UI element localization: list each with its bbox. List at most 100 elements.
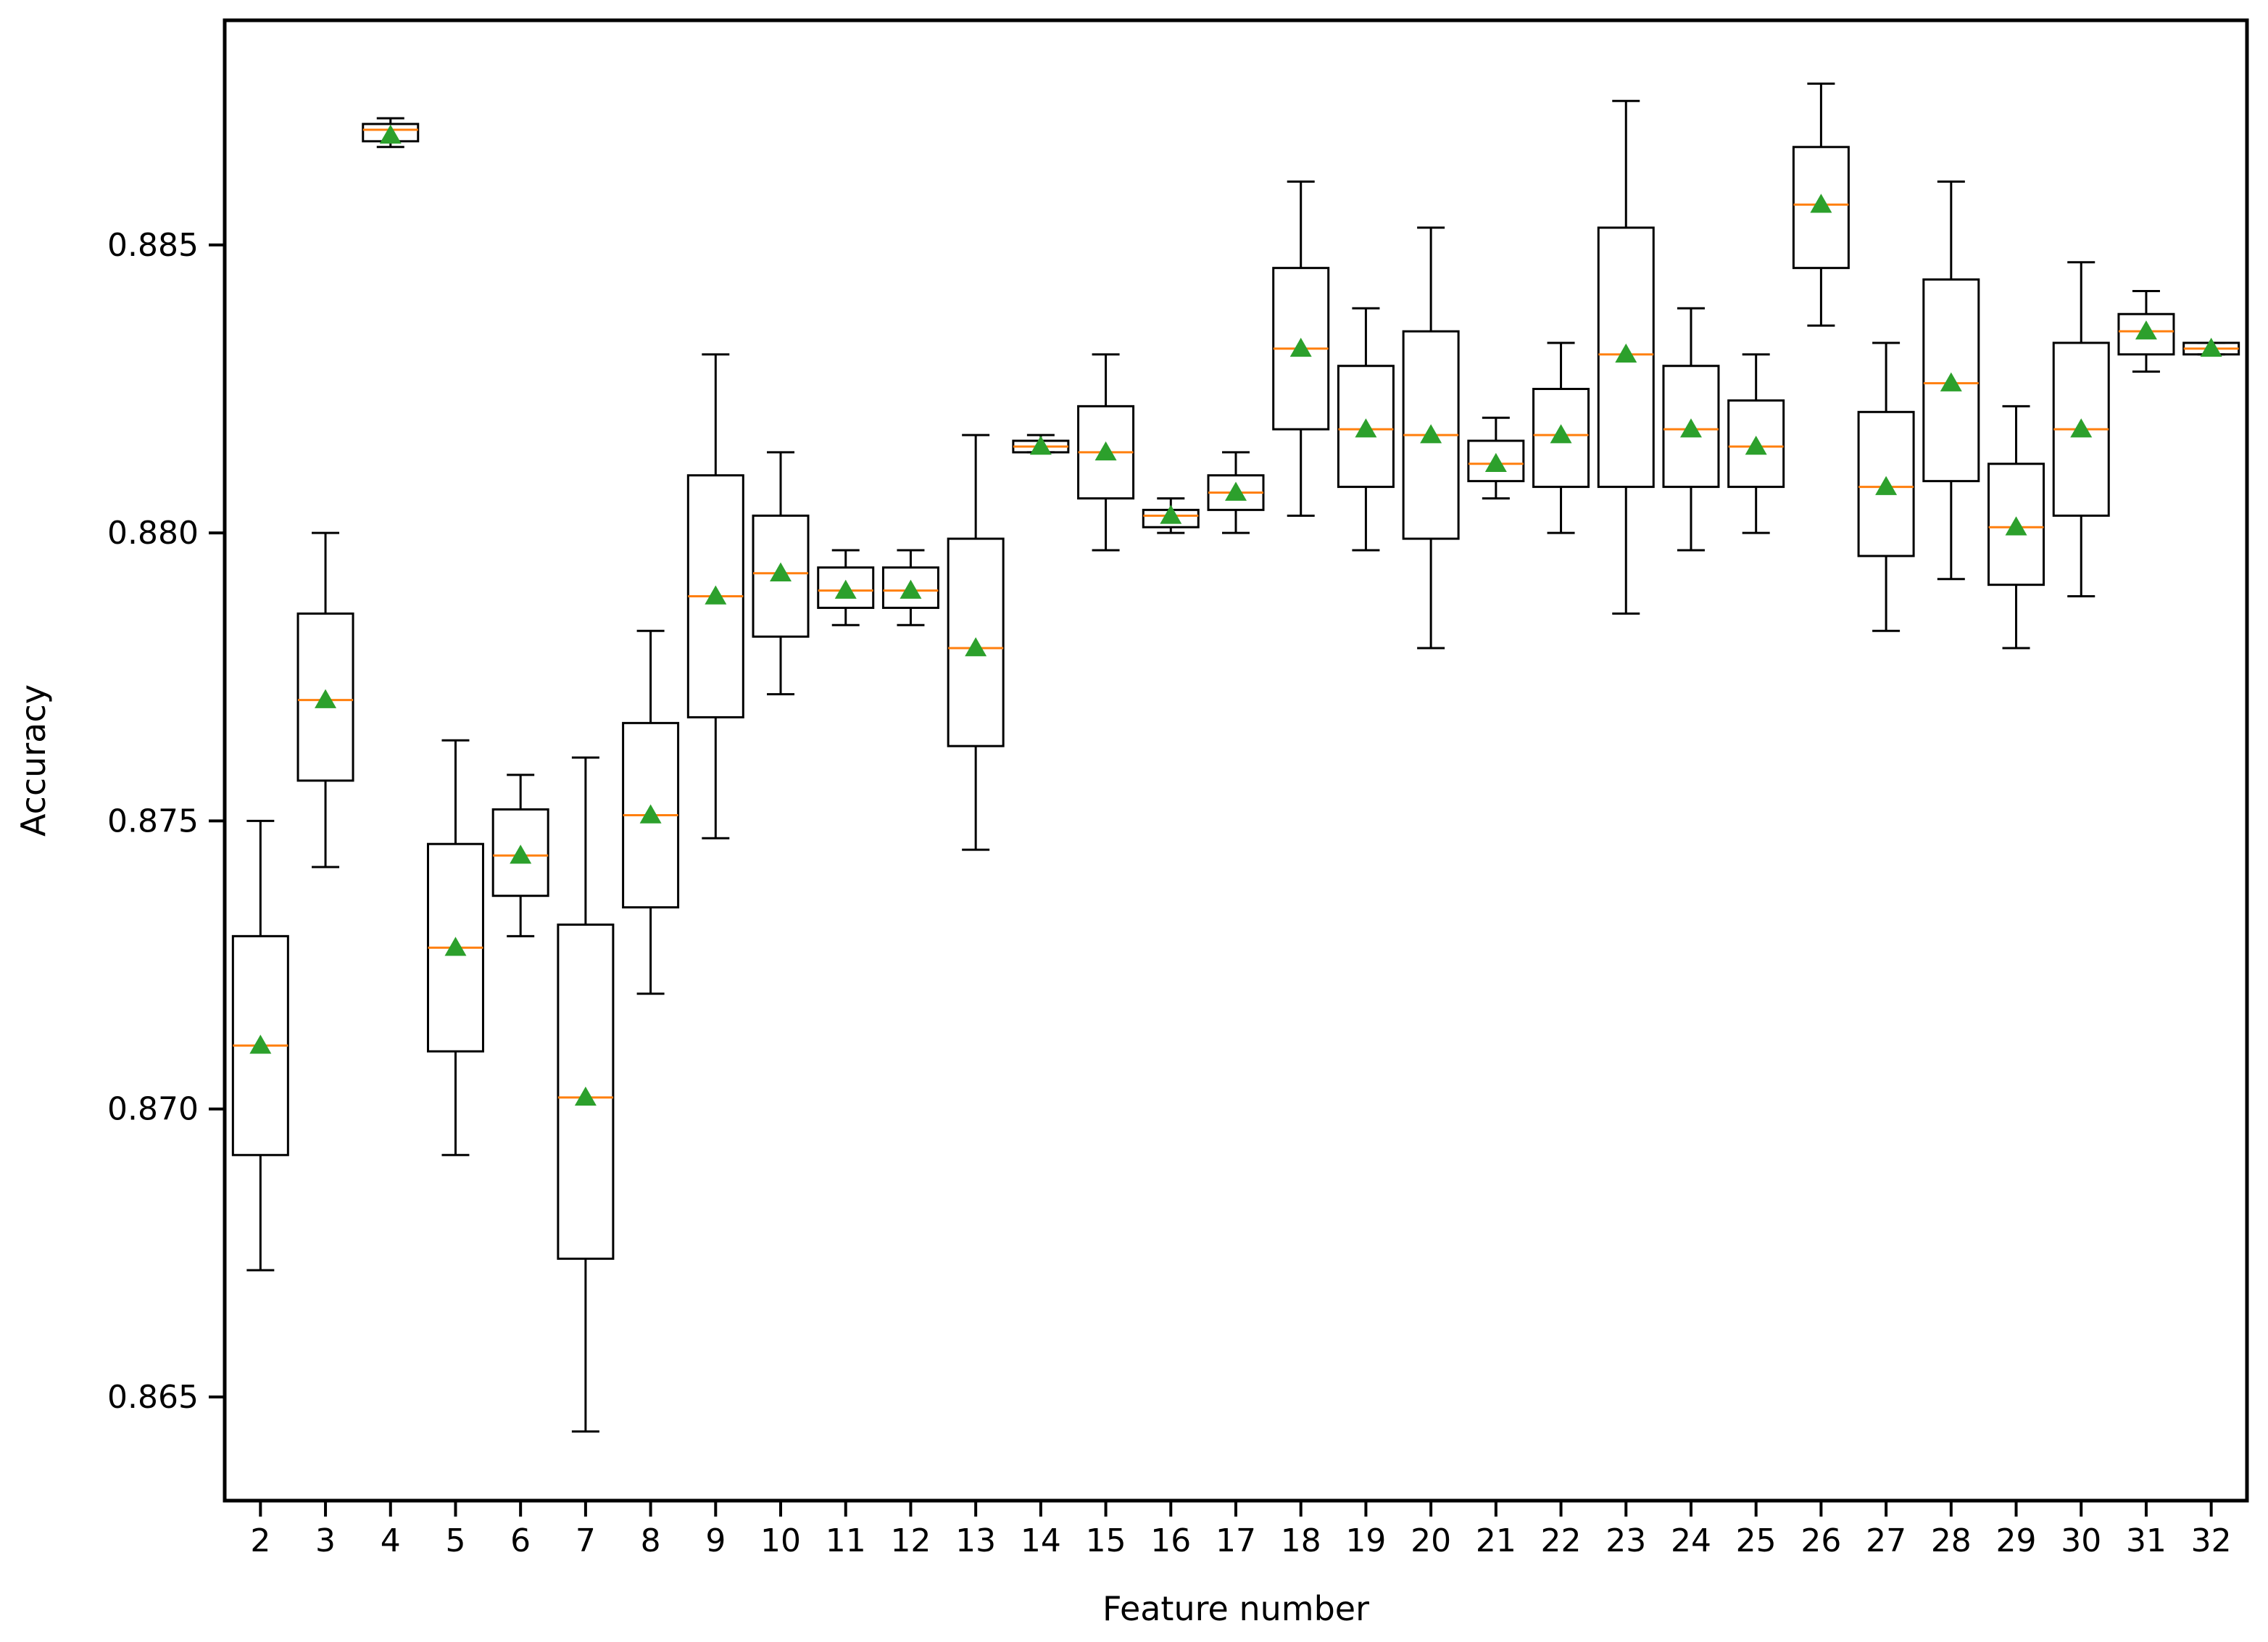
x-tick-label: 5 (445, 1522, 465, 1559)
y-axis-label: Accuracy (14, 684, 53, 837)
iqr-box (1662, 365, 1720, 489)
mean-marker (639, 804, 662, 824)
x-axis-ticks: 2 3 4 5 6 7 8 9 10 11 12 13 14 15 16 17 18 19 20 21 22 23 24 25… (250, 1501, 2232, 1559)
box-feature-6 (491, 774, 549, 937)
mean-marker (834, 579, 857, 599)
box-feature-26 (1792, 82, 1850, 327)
mean-marker (1940, 372, 1962, 391)
mean-marker (249, 1034, 272, 1054)
iqr-box (1337, 365, 1395, 489)
box-feature-32 (2182, 337, 2240, 357)
box-feature-2 (231, 819, 289, 1272)
mean-marker (1420, 424, 1442, 444)
x-tick-label: 30 (2061, 1522, 2101, 1559)
mean-marker (1355, 418, 1377, 438)
x-tick-label: 23 (1606, 1522, 1646, 1559)
mean-marker (1160, 505, 1182, 524)
x-tick-label: 28 (1931, 1522, 1972, 1559)
mean-marker (770, 562, 792, 582)
iqr-box (1792, 146, 1850, 270)
mean-marker (315, 689, 337, 708)
x-tick-label: 2 (250, 1522, 270, 1559)
iqr-box (1727, 399, 1785, 489)
x-tick-label: 11 (826, 1522, 866, 1559)
iqr-box (1857, 410, 1915, 557)
box-feature-30 (2052, 261, 2110, 598)
box-feature-8 (622, 629, 680, 995)
box-feature-11 (817, 549, 875, 626)
box-feature-10 (752, 451, 810, 696)
box-feature-7 (557, 756, 615, 1433)
y-tick-label: 0.885 (107, 227, 199, 264)
box-feature-29 (1987, 405, 2045, 650)
box-feature-3 (296, 531, 354, 868)
x-tick-label: 9 (705, 1522, 726, 1559)
mean-marker (379, 124, 402, 144)
x-tick-label: 20 (1411, 1522, 1451, 1559)
x-tick-label: 27 (1866, 1522, 1906, 1559)
mean-marker (705, 585, 727, 605)
iqr-box (752, 514, 810, 638)
x-tick-label: 22 (1541, 1522, 1582, 1559)
mean-marker (510, 845, 532, 864)
x-tick-label: 12 (890, 1522, 931, 1559)
x-tick-label: 7 (576, 1522, 596, 1559)
x-tick-label: 3 (315, 1522, 336, 1559)
mean-marker (2200, 337, 2222, 357)
mean-marker (444, 937, 467, 956)
box-feature-15 (1077, 353, 1135, 552)
x-tick-label: 21 (1476, 1522, 1516, 1559)
iqr-box (1987, 463, 2045, 586)
iqr-box (881, 566, 939, 609)
iqr-box (817, 566, 875, 609)
y-tick-label: 0.880 (107, 515, 199, 552)
plot-area-frame (223, 18, 2249, 1503)
mean-marker (1875, 476, 1898, 495)
iqr-box (557, 923, 615, 1260)
box-feature-4 (362, 117, 420, 149)
mean-marker (1094, 441, 1117, 461)
box-feature-16 (1142, 497, 1200, 534)
x-tick-label: 18 (1281, 1522, 1321, 1559)
mean-marker (965, 637, 987, 657)
box-feature-9 (686, 353, 744, 839)
x-tick-label: 24 (1671, 1522, 1711, 1559)
x-tick-label: 25 (1736, 1522, 1777, 1559)
box-feature-18 (1272, 180, 1330, 517)
x-tick-label: 16 (1150, 1522, 1191, 1559)
box-feature-27 (1857, 341, 1915, 632)
mean-marker (1810, 194, 1832, 213)
x-tick-label: 15 (1086, 1522, 1126, 1559)
box-feature-31 (2117, 289, 2175, 373)
mean-marker (1745, 435, 1767, 455)
x-tick-label: 4 (381, 1522, 401, 1559)
box-feature-23 (1597, 99, 1655, 615)
x-tick-label: 19 (1345, 1522, 1386, 1559)
x-tick-label: 32 (2191, 1522, 2232, 1559)
x-axis-label: Feature number (1102, 1589, 1369, 1628)
x-tick-label: 13 (955, 1522, 996, 1559)
mean-marker (1029, 435, 1052, 455)
box-feature-13 (947, 434, 1005, 851)
iqr-box (2117, 312, 2175, 356)
iqr-box (947, 537, 1005, 747)
box-feature-20 (1402, 226, 1460, 650)
iqr-box (1532, 388, 1590, 489)
boxes-layer (231, 82, 2240, 1433)
iqr-box (1922, 278, 1980, 483)
x-tick-label: 10 (760, 1522, 801, 1559)
box-feature-19 (1337, 307, 1395, 552)
box-feature-25 (1727, 353, 1785, 534)
box-feature-22 (1532, 341, 1590, 534)
mean-marker (2135, 320, 2157, 340)
mean-marker (1484, 452, 1507, 473)
y-axis-ticks: 0.865 0.870 0.875 0.880 0.885 (107, 227, 225, 1416)
mean-marker (2070, 418, 2093, 438)
box-feature-12 (881, 549, 939, 626)
iqr-box (1597, 226, 1655, 489)
mean-marker (1550, 424, 1572, 444)
mean-marker (1679, 418, 1702, 438)
mean-marker (1615, 343, 1637, 363)
